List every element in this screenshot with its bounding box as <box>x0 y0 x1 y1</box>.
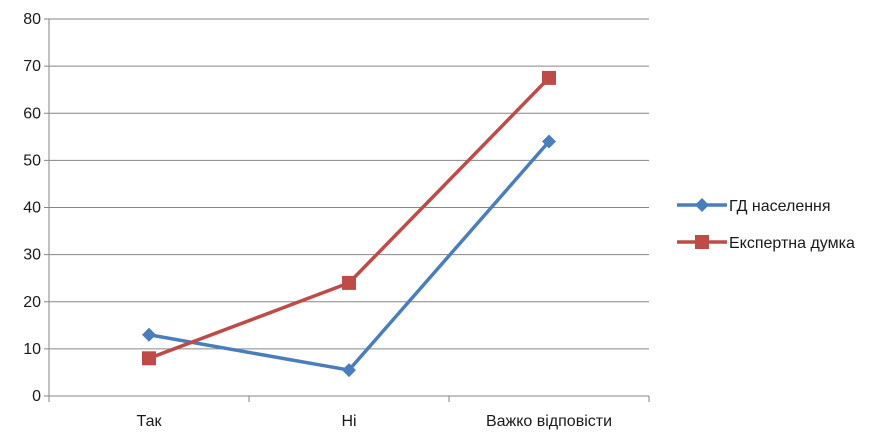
legend-item: Експертна думка <box>677 235 855 252</box>
legend-item: ГД населення <box>677 198 831 215</box>
gridlines <box>49 18 649 350</box>
data-point <box>142 351 156 366</box>
data-point <box>542 134 556 149</box>
data-point <box>142 327 156 342</box>
data-point <box>342 363 356 378</box>
legend-swatch-marker <box>695 198 709 212</box>
y-tick-label: 0 <box>32 388 41 405</box>
x-tick-label: Ні <box>341 413 356 430</box>
y-tick-label: 40 <box>23 200 41 217</box>
data-point <box>342 275 356 290</box>
y-tick-labels: 0 10 20 30 40 50 60 70 80 <box>23 11 41 405</box>
x-tick-label: Так <box>137 413 163 430</box>
y-tick-label: 10 <box>23 341 41 358</box>
y-tick-label: 60 <box>23 105 41 122</box>
y-tick-label: 30 <box>23 247 41 264</box>
legend: ГД населення Експертна думка <box>677 198 855 252</box>
x-tick-label: Важко відповісти <box>486 413 612 430</box>
axes <box>44 18 650 402</box>
y-tick-label: 80 <box>23 11 41 28</box>
series-line <box>148 76 551 360</box>
data-point <box>542 70 556 85</box>
series-2 <box>142 70 556 366</box>
series-1 <box>142 134 556 378</box>
series <box>142 70 556 378</box>
x-tick-labels: Так Ні Важко відповісти <box>137 413 613 430</box>
legend-swatch-marker <box>695 235 709 249</box>
y-tick-label: 70 <box>23 58 41 75</box>
legend-label: Експертна думка <box>729 235 855 252</box>
legend-label: ГД населення <box>729 198 831 215</box>
y-tick-label: 20 <box>23 294 41 311</box>
y-tick-label: 50 <box>23 152 41 169</box>
